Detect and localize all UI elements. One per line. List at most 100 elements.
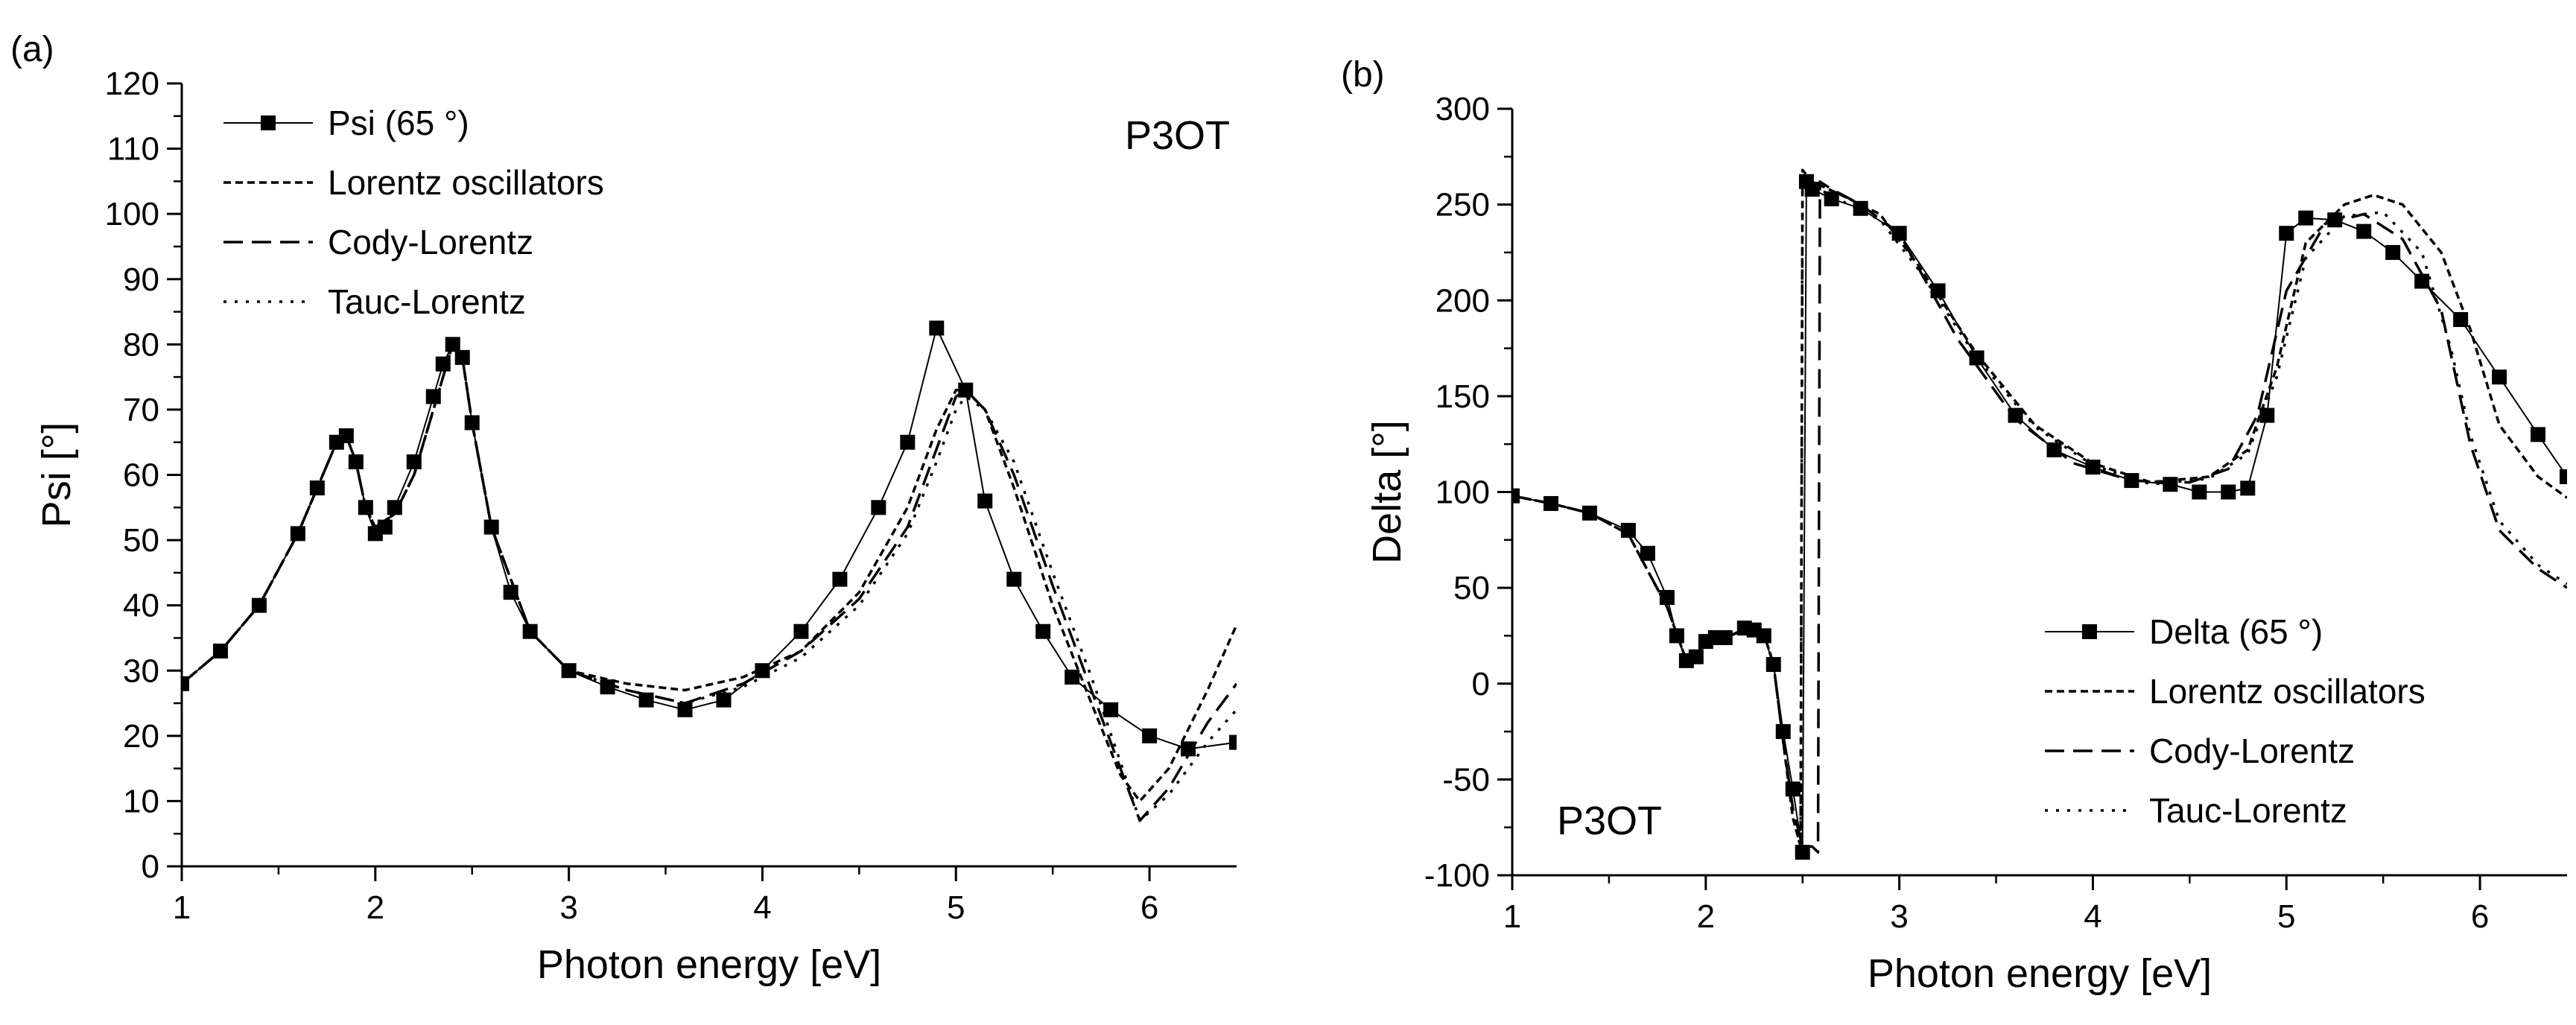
legend-marker	[261, 115, 276, 130]
y-tick-label: 50	[123, 522, 159, 559]
y-tick-label: 150	[1435, 378, 1490, 415]
x-axis-label: Photon energy [eV]	[537, 942, 881, 987]
data-point-marker	[2560, 469, 2567, 484]
data-point-marker	[832, 571, 848, 587]
panel-b: 1 2 3 4 5 6 -100 -50 0 50 100 150 200 250 300 Photon en…	[1341, 55, 2567, 996]
data-point-marker	[2279, 226, 2294, 241]
data-point-marker	[1229, 734, 1237, 750]
legend-label: Lorentz oscillators	[328, 163, 604, 202]
y-tick-label: 0	[1472, 666, 1490, 702]
data-point-marker	[348, 454, 364, 469]
sample-annotation: P3OT	[1125, 113, 1230, 158]
y-tick-label: 120	[105, 66, 159, 102]
data-point-marker	[1035, 623, 1051, 639]
series-line-cody-lorentz	[1512, 180, 2567, 854]
data-point-marker	[977, 493, 993, 509]
x-tick-label: 5	[947, 889, 965, 926]
x-tick-label: 3	[559, 889, 577, 926]
x-tick-label: 5	[2277, 898, 2295, 935]
data-point-marker	[871, 500, 886, 515]
data-point-marker	[1065, 670, 1080, 685]
data-point-marker	[1717, 630, 1733, 646]
panel-label: (a)	[10, 30, 54, 69]
data-point-marker	[2085, 460, 2101, 475]
data-point-marker	[2163, 477, 2178, 492]
data-point-marker	[1620, 522, 1636, 538]
y-tick-label: 50	[1453, 570, 1490, 606]
y-tick-label: 40	[123, 588, 159, 624]
x-tick-label: 1	[1503, 898, 1521, 935]
legend-label: Cody-Lorentz	[2149, 732, 2355, 770]
data-point-marker	[1006, 571, 1022, 587]
data-point-marker	[793, 623, 809, 639]
y-tick-label: 70	[123, 392, 159, 428]
y-tick-label: 110	[107, 131, 159, 168]
legend-label: Tauc-Lorentz	[328, 282, 526, 321]
y-axis-label: Delta [°]	[1365, 420, 1409, 564]
data-point-marker	[1640, 545, 1655, 561]
data-point-marker	[2531, 427, 2546, 442]
x-tick-label: 4	[753, 889, 771, 926]
y-tick-label: 60	[123, 457, 159, 494]
data-point-marker	[1688, 649, 1704, 664]
x-tick-label: 2	[1697, 898, 1715, 935]
data-point-marker	[2492, 369, 2507, 385]
data-point-marker	[1824, 191, 1839, 206]
y-tick-label: 80	[123, 326, 159, 363]
y-tick-label: 10	[123, 783, 159, 819]
data-point-marker	[2221, 484, 2236, 500]
panel-label: (b)	[1341, 55, 1385, 95]
x-tick-label: 6	[1141, 889, 1158, 926]
x-tick-label: 1	[173, 889, 191, 926]
y-tick-label: 90	[123, 261, 159, 298]
data-point-marker	[929, 320, 945, 336]
series-line-tauc-lorentz	[1512, 174, 2567, 848]
legend-label: Lorentz oscillators	[2149, 672, 2426, 711]
data-point-marker	[2240, 480, 2256, 496]
y-tick-label: 0	[142, 848, 159, 885]
data-point-marker	[677, 702, 693, 717]
x-tick-label: 2	[367, 889, 384, 926]
y-tick-label: 200	[1435, 282, 1490, 319]
y-axis-label: Psi [°]	[34, 422, 79, 528]
data-point-marker	[1804, 182, 1820, 197]
legend-label: Psi (65 °)	[328, 104, 469, 142]
data-point-marker	[900, 434, 916, 450]
y-tick-label: 100	[105, 196, 159, 232]
data-point-marker	[1969, 350, 1985, 366]
data-point-marker	[2356, 223, 2372, 239]
legend-marker	[2082, 624, 2097, 639]
data-point-marker	[2259, 407, 2275, 423]
legend-label: Delta (65 °)	[2149, 612, 2323, 651]
y-tick-label: -50	[1442, 761, 1490, 798]
data-point-marker	[2385, 244, 2401, 260]
data-point-marker	[1181, 741, 1196, 757]
y-tick-label: 100	[1435, 475, 1490, 511]
panel-a: 1 2 3 4 5 60102030405060708090100110120Photon…	[10, 30, 1237, 987]
legend-label: Cody-Lorentz	[328, 223, 533, 261]
series-line-cody-lorentz	[182, 343, 1237, 822]
data-point-marker	[2298, 210, 2314, 226]
x-tick-label: 6	[2471, 898, 2489, 935]
data-point-marker	[1142, 728, 1158, 743]
x-tick-label: 3	[1890, 898, 1908, 935]
data-point-marker	[2192, 484, 2207, 500]
data-point-marker	[2008, 407, 2023, 423]
y-tick-label: -100	[1424, 857, 1490, 894]
y-tick-label: 250	[1435, 187, 1490, 223]
y-tick-label: 30	[123, 653, 159, 689]
data-point-marker	[182, 676, 189, 691]
data-point-marker	[1103, 702, 1119, 717]
y-tick-label: 300	[1435, 91, 1490, 127]
series-group	[1512, 168, 2567, 860]
x-axis-label: Photon energy [eV]	[1868, 951, 2212, 996]
data-point-marker	[716, 692, 732, 708]
x-tick-label: 4	[2084, 898, 2101, 935]
series-group	[182, 320, 1237, 822]
data-point-marker	[1795, 845, 1810, 860]
data-point-marker	[2414, 273, 2430, 289]
data-point-marker	[638, 692, 654, 708]
legend-label: Tauc-Lorentz	[2149, 791, 2347, 830]
